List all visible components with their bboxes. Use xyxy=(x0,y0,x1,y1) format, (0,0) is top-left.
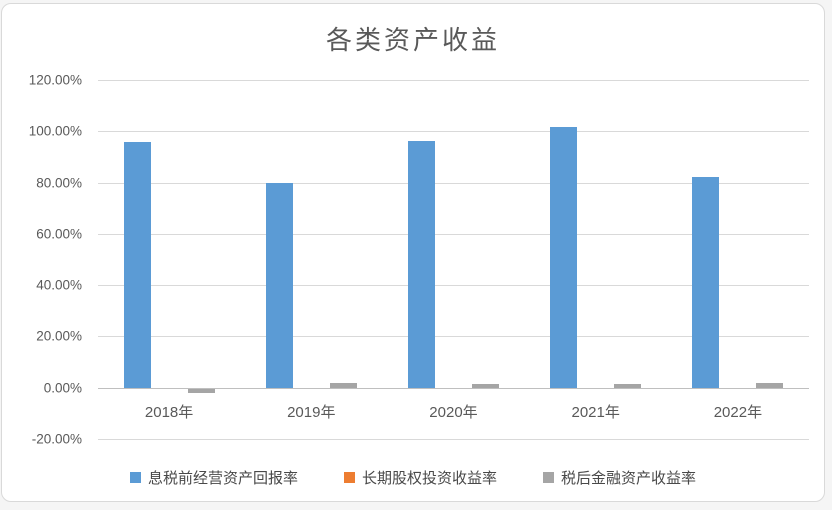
legend-color-swatch xyxy=(543,471,554,483)
legend-color-swatch xyxy=(129,471,141,483)
x-tick-label: 2022年 xyxy=(713,403,763,421)
gridline xyxy=(98,285,809,287)
y-tick-label: -20.00% xyxy=(31,431,82,447)
y-tick-label: 40.00% xyxy=(36,277,82,293)
y-tick-label: 120.00% xyxy=(28,72,82,88)
gridline xyxy=(98,233,809,235)
y-tick-label: 0.00% xyxy=(43,380,82,396)
legend-item: 息税前经营资产回报率 xyxy=(129,467,298,488)
bar-series1-2018年 xyxy=(123,142,151,388)
plot-area: 2018年 2019年 2020年 2021年 2022年 xyxy=(98,80,809,440)
bar-series3-2022年 xyxy=(756,382,784,388)
gridline xyxy=(98,336,809,338)
bar-series1-2022年 xyxy=(692,176,720,388)
x-tick-label: 2020年 xyxy=(429,403,478,421)
legend: 息税前经营资产回报率 长期股权投资收益率 税后金融资产收益率 xyxy=(2,463,824,491)
gridline xyxy=(98,439,809,440)
legend-label: 长期股权投资收益率 xyxy=(361,468,497,487)
gridline xyxy=(98,80,809,81)
bar-series3-2021年 xyxy=(614,384,642,388)
bar-series3-2020年 xyxy=(472,383,499,388)
bar-series3-2018年 xyxy=(187,387,215,394)
legend-color-swatch xyxy=(343,471,355,483)
y-tick-label: 60.00% xyxy=(36,226,82,242)
bar-series1-2021年 xyxy=(550,127,578,388)
bar-series3-2019年 xyxy=(329,383,357,388)
y-tick-label: 100.00% xyxy=(28,123,82,139)
gridline xyxy=(98,131,809,133)
y-axis-labels: 120.00% 100.00% 80.00% 60.00% 40.00% 20.00% 0.… xyxy=(2,73,82,447)
legend-label: 税后金融资产收益率 xyxy=(561,468,697,487)
x-tick-label: 2019年 xyxy=(287,403,336,421)
x-tick-label: 2018年 xyxy=(144,403,194,421)
x-axis-line xyxy=(98,387,809,389)
legend-item: 税后金融资产收益率 xyxy=(543,467,696,488)
legend-label: 息税前经营资产回报率 xyxy=(147,468,298,487)
y-tick-label: 80.00% xyxy=(36,175,82,191)
y-tick-label: 20.00% xyxy=(36,328,82,344)
chart-title: 各类资产收益 xyxy=(325,26,500,56)
bar-series1-2019年 xyxy=(265,183,293,388)
chart-frame: 各类资产收益 120.00% 100.00% 80.00% 60.00% 40.00% 2… xyxy=(1,3,825,502)
x-tick-label: 2021年 xyxy=(571,403,620,421)
legend-item: 长期股权投资收益率 xyxy=(343,467,497,488)
bar-series1-2020年 xyxy=(408,140,435,388)
gridline xyxy=(98,182,809,184)
